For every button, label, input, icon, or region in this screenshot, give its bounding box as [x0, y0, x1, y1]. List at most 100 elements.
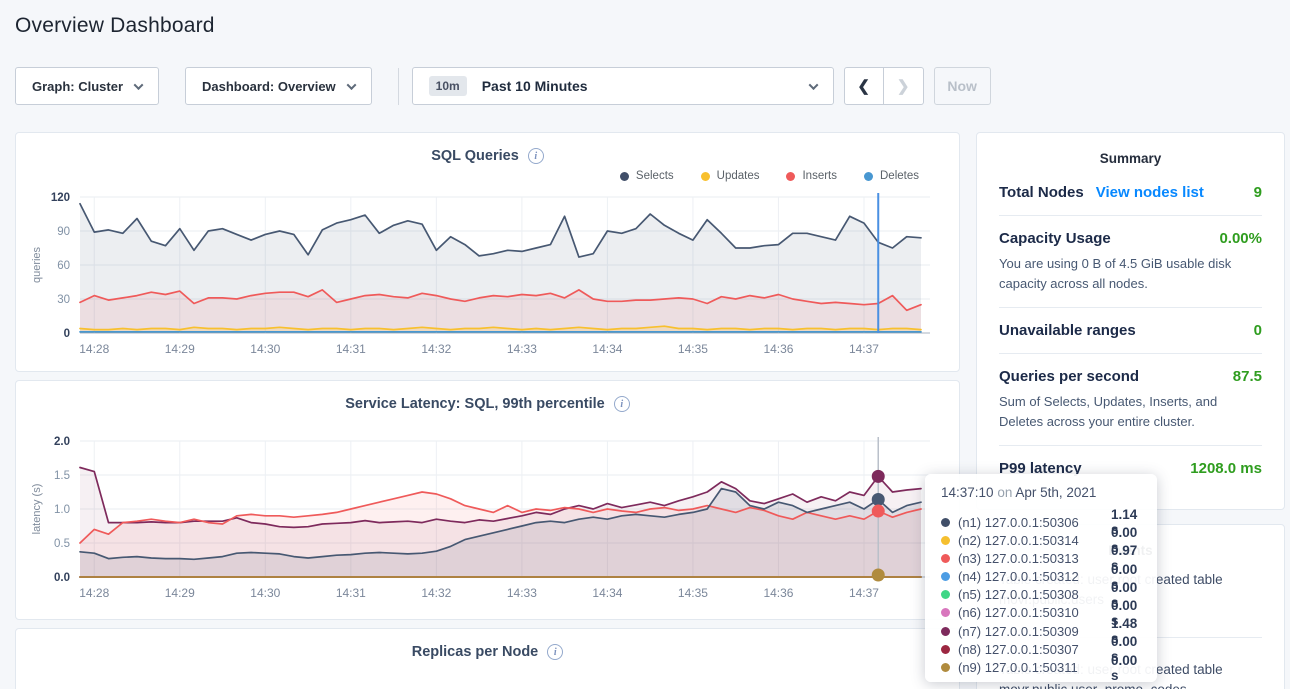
chart-legend: Selects Updates Inserts Deletes: [16, 169, 959, 183]
svg-text:14:30: 14:30: [250, 342, 280, 356]
svg-text:14:34: 14:34: [592, 586, 622, 600]
tooltip-node-label: (n8) 127.0.0.1:50307: [958, 641, 1079, 657]
sql-queries-chart[interactable]: 0 30 60 90 120 14:28 14:29 14:30 14:31 14:32 14:33…: [16, 185, 957, 361]
tooltip-row: (n5) 127.0.0.1:50308 0.00 s: [941, 580, 1145, 610]
tooltip-row: (n3) 127.0.0.1:50313 0.97 s: [941, 543, 1145, 573]
svg-text:14:35: 14:35: [678, 586, 708, 600]
summary-row: Total Nodes View nodes list 9: [999, 170, 1262, 216]
legend-dot-icon: [700, 171, 710, 181]
node-color-dot-icon: [941, 590, 950, 600]
replicas-per-node-chart-card: Replicas per Node i: [15, 628, 960, 689]
info-icon[interactable]: i: [527, 148, 544, 164]
node-color-dot-icon: [941, 644, 950, 654]
tooltip-timestamp: 14:37:10 on Apr 5th, 2021: [941, 485, 1097, 500]
summary-label: Capacity Usage: [999, 230, 1111, 247]
graph-selector-label: Graph: Cluster: [32, 78, 124, 94]
summary-value: 87.5: [1232, 368, 1262, 385]
tooltip-node-value: 1.14 s: [1111, 507, 1138, 537]
svg-text:14:28: 14:28: [79, 342, 109, 356]
svg-text:2.0: 2.0: [54, 436, 70, 448]
view-nodes-list-link[interactable]: View nodes list: [1095, 184, 1204, 201]
now-button[interactable]: Now: [933, 67, 991, 105]
service-latency-chart-card: Service Latency: SQL, 99th percentile i …: [15, 380, 960, 620]
svg-text:14:35: 14:35: [678, 342, 708, 356]
summary-row: Capacity Usage 0.00% You are using 0 B of …: [999, 216, 1262, 308]
tooltip-node-value: 0.00 s: [1111, 525, 1138, 556]
tooltip-row: (n7) 127.0.0.1:50309 1.48 s: [941, 616, 1145, 646]
chevron-left-icon: ❮: [857, 78, 870, 95]
legend-item-selects[interactable]: Selects: [619, 170, 674, 182]
chart-header: Service Latency: SQL, 99th percentile i: [16, 395, 959, 413]
svg-text:120: 120: [51, 192, 70, 204]
summary-value: 0.00%: [1219, 230, 1262, 247]
summary-label: Total Nodes: [999, 184, 1084, 201]
svg-text:30: 30: [57, 294, 70, 306]
node-color-dot-icon: [941, 517, 950, 527]
svg-text:0: 0: [64, 328, 70, 340]
svg-text:queries: queries: [31, 246, 43, 283]
summary-title: Summary: [1099, 151, 1162, 166]
time-pager: ❮ ❯: [843, 67, 924, 105]
summary-row: Unavailable ranges 0: [999, 308, 1262, 354]
chart-title: Replicas per Node: [411, 644, 539, 660]
svg-text:0.5: 0.5: [54, 538, 70, 550]
legend-item-deletes[interactable]: Deletes: [864, 170, 919, 182]
svg-text:14:32: 14:32: [421, 586, 451, 600]
chevron-down-icon: [133, 79, 144, 90]
time-range-dropdown[interactable]: 10m Past 10 Minutes: [411, 67, 834, 105]
svg-text:14:34: 14:34: [592, 342, 622, 356]
next-time-button[interactable]: ❯: [883, 67, 924, 105]
svg-text:14:37: 14:37: [849, 342, 879, 356]
tooltip-node-value: 0.97 s: [1111, 543, 1138, 574]
charts-column: SQL Queries i Selects Updates Inserts Delet…: [15, 132, 960, 689]
chevron-down-icon: [346, 79, 357, 90]
time-window-label: Past 10 Minutes: [481, 78, 588, 94]
legend-item-updates[interactable]: Updates: [700, 170, 759, 182]
node-color-dot-icon: [941, 608, 950, 618]
tooltip-node-label: (n6) 127.0.0.1:50310: [958, 605, 1079, 621]
summary-value: 1208.0 ms: [1190, 460, 1262, 477]
summary-label: Queries per second: [999, 368, 1140, 385]
tooltip-node-label: (n9) 127.0.0.1:50311: [958, 660, 1078, 675]
tooltip-node-label: (n2) 127.0.0.1:50314: [958, 532, 1079, 548]
tooltip-rows: (n1) 127.0.0.1:50306 1.14 s (n2) 127.0.0.1…: [941, 507, 1145, 683]
svg-text:14:33: 14:33: [507, 342, 537, 356]
svg-text:60: 60: [57, 260, 70, 272]
legend-item-inserts[interactable]: Inserts: [786, 170, 837, 182]
tooltip-node-value: 1.48 s: [1111, 616, 1138, 647]
chevron-down-icon: [808, 79, 819, 90]
legend-dot-icon: [619, 171, 629, 181]
svg-text:14:32: 14:32: [421, 342, 451, 356]
svg-text:1.5: 1.5: [54, 470, 70, 482]
info-icon[interactable]: i: [547, 644, 564, 660]
summary-label: P99 latency: [999, 460, 1082, 477]
tooltip-row: (n8) 127.0.0.1:50307 0.00 s: [941, 634, 1145, 664]
summary-rows: Total Nodes View nodes list 9 Capacity Usag…: [999, 170, 1262, 491]
svg-text:latency (s): latency (s): [31, 484, 43, 535]
tooltip-row: (n2) 127.0.0.1:50314 0.00 s: [941, 525, 1145, 555]
svg-text:14:31: 14:31: [336, 586, 366, 600]
node-color-dot-icon: [941, 663, 950, 672]
sql-queries-chart-card: SQL Queries i Selects Updates Inserts Delet…: [15, 132, 960, 372]
svg-text:14:33: 14:33: [507, 586, 537, 600]
legend-dot-icon: [864, 171, 873, 181]
tooltip-node-label: (n1) 127.0.0.1:50306: [958, 514, 1079, 530]
svg-text:14:28: 14:28: [79, 586, 109, 600]
prev-time-button[interactable]: ❮: [843, 67, 884, 105]
summary-row: P99 latency 1208.0 ms: [999, 446, 1262, 491]
tooltip-node-value: 0.00 s: [1111, 579, 1138, 610]
toolbar: Graph: Cluster Dashboard: Overview 10m P…: [15, 67, 1285, 105]
chart-header: Replicas per Node i: [16, 643, 959, 661]
node-color-dot-icon: [941, 535, 950, 545]
graph-selector-dropdown[interactable]: Graph: Cluster: [15, 67, 160, 105]
svg-text:14:29: 14:29: [165, 342, 195, 356]
tooltip-node-label: (n3) 127.0.0.1:50313: [958, 550, 1079, 566]
node-color-dot-icon: [941, 572, 950, 582]
service-latency-chart[interactable]: 0.0 0.5 1.0 1.5 2.0 14:28 14:29 14:30 14:31 14:32…: [16, 429, 957, 605]
dashboard-selector-dropdown[interactable]: Dashboard: Overview: [185, 67, 372, 105]
info-icon[interactable]: i: [613, 396, 630, 412]
chart-hover-tooltip: 14:37:10 on Apr 5th, 2021 (n1) 127.0.0.1…: [925, 474, 1157, 683]
svg-text:1.0: 1.0: [54, 504, 70, 516]
legend-label: Deletes: [880, 170, 919, 182]
chart-title: Service Latency: SQL, 99th percentile: [345, 396, 605, 412]
